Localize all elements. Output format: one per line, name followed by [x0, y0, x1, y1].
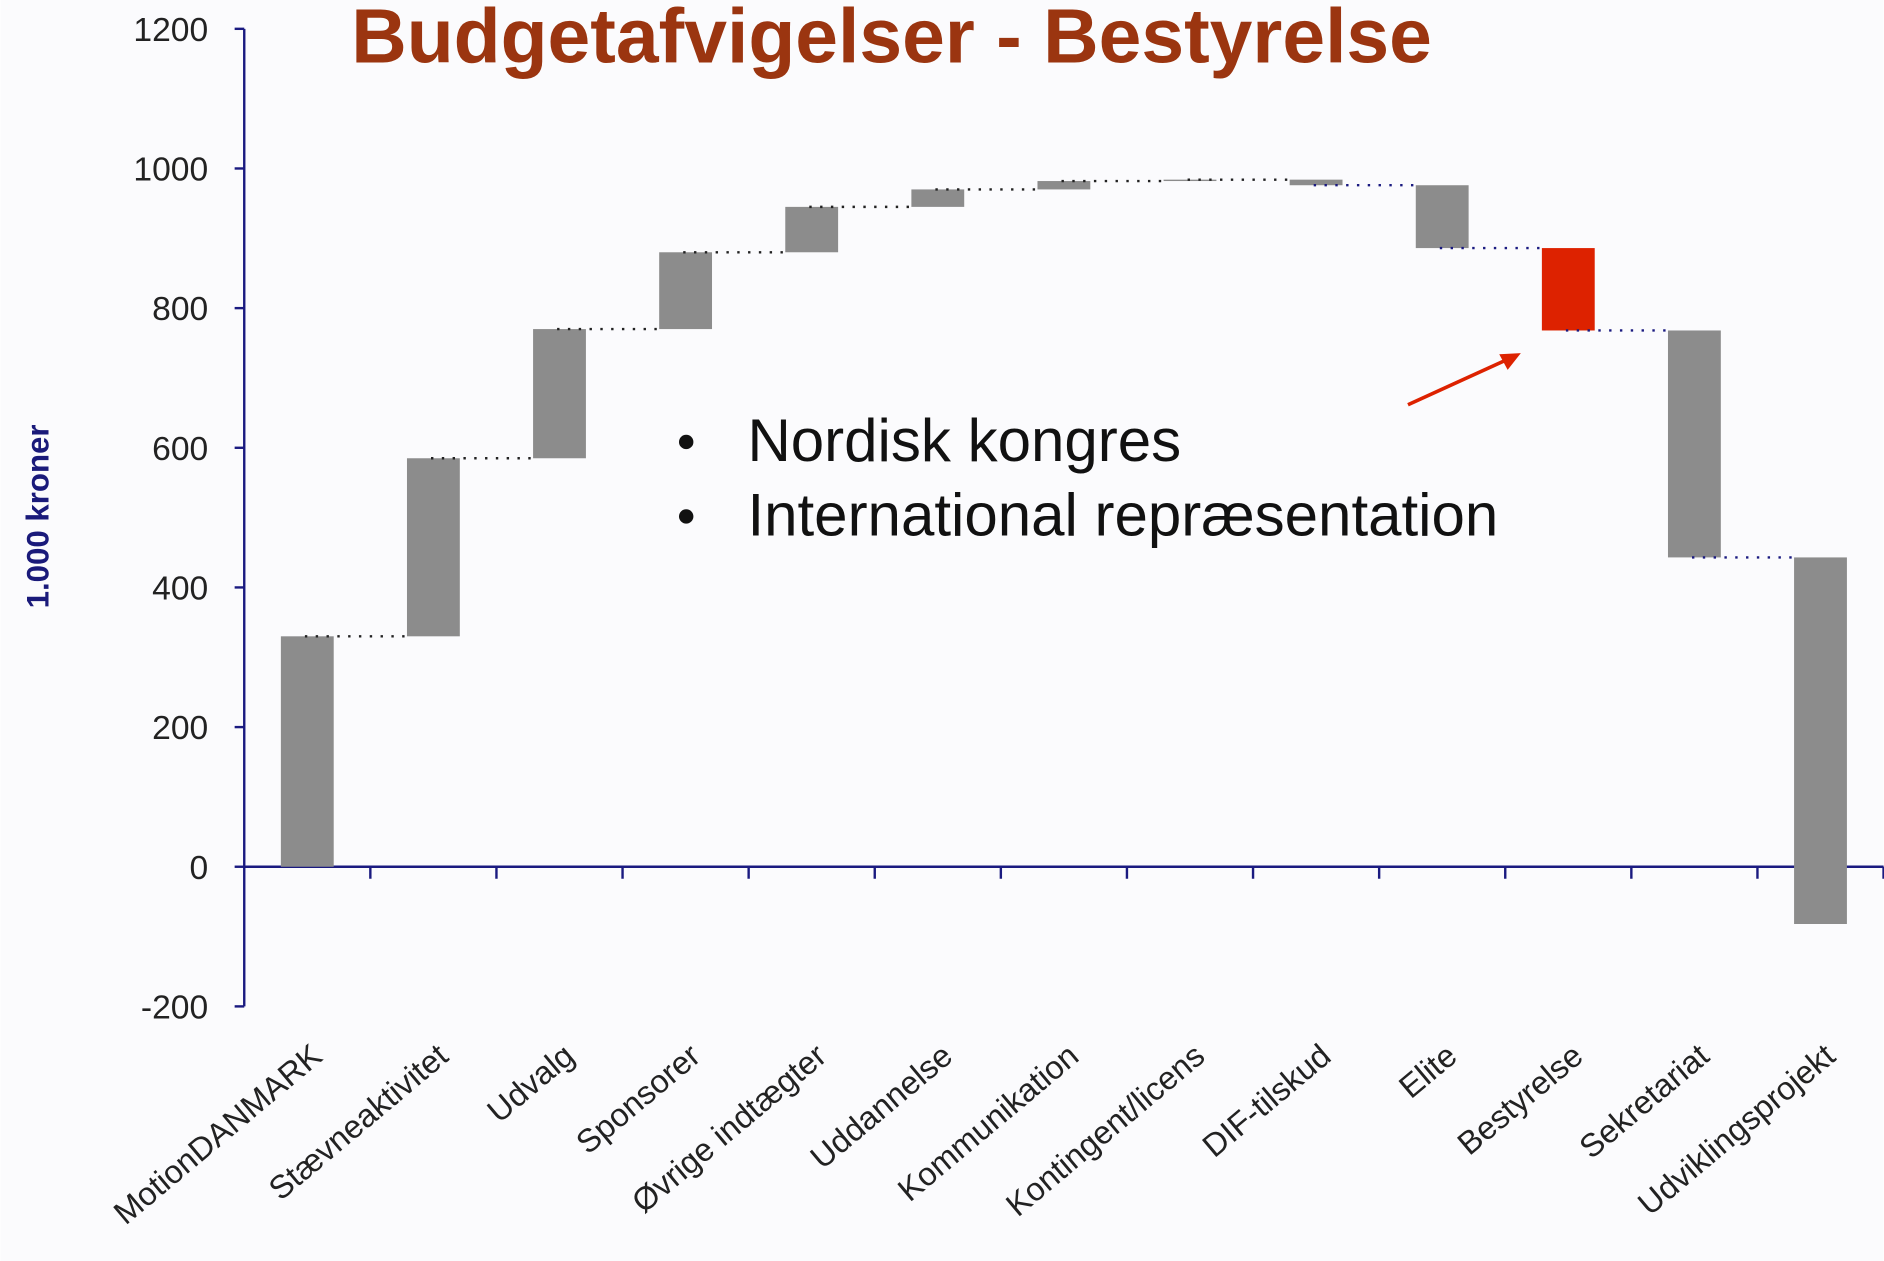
bar: [659, 252, 713, 330]
y-tick-label: 600: [152, 431, 208, 468]
chart-title: Budgetafvigelser - Bestyrelse: [351, 0, 1432, 79]
bar: [1289, 179, 1343, 186]
annotation: International repræsentation: [747, 482, 1498, 549]
bar: [1037, 181, 1091, 190]
bar: [1541, 248, 1595, 331]
y-tick-label: 1200: [133, 12, 208, 49]
y-tick-label: -200: [141, 989, 208, 1026]
y-tick-label: 0: [190, 850, 209, 887]
bar: [911, 189, 965, 207]
y-axis-label: 1.000 kroner: [20, 424, 55, 608]
bar: [1415, 185, 1469, 249]
bullet: [678, 509, 694, 524]
bar: [1794, 557, 1847, 925]
bar: [1667, 330, 1721, 558]
arrow: [1407, 353, 1517, 407]
y-tick-label: 400: [152, 570, 208, 607]
bar: [533, 329, 586, 459]
annotation: Nordisk kongres: [747, 407, 1181, 474]
bullet: [678, 434, 694, 450]
y-tick-label: 1000: [133, 151, 208, 188]
y-tick-label: 200: [152, 710, 208, 747]
bar: [406, 458, 460, 637]
bar: [280, 636, 334, 867]
bar: [785, 206, 839, 253]
arrow-head: [1499, 353, 1521, 370]
y-tick-label: 800: [152, 291, 208, 328]
